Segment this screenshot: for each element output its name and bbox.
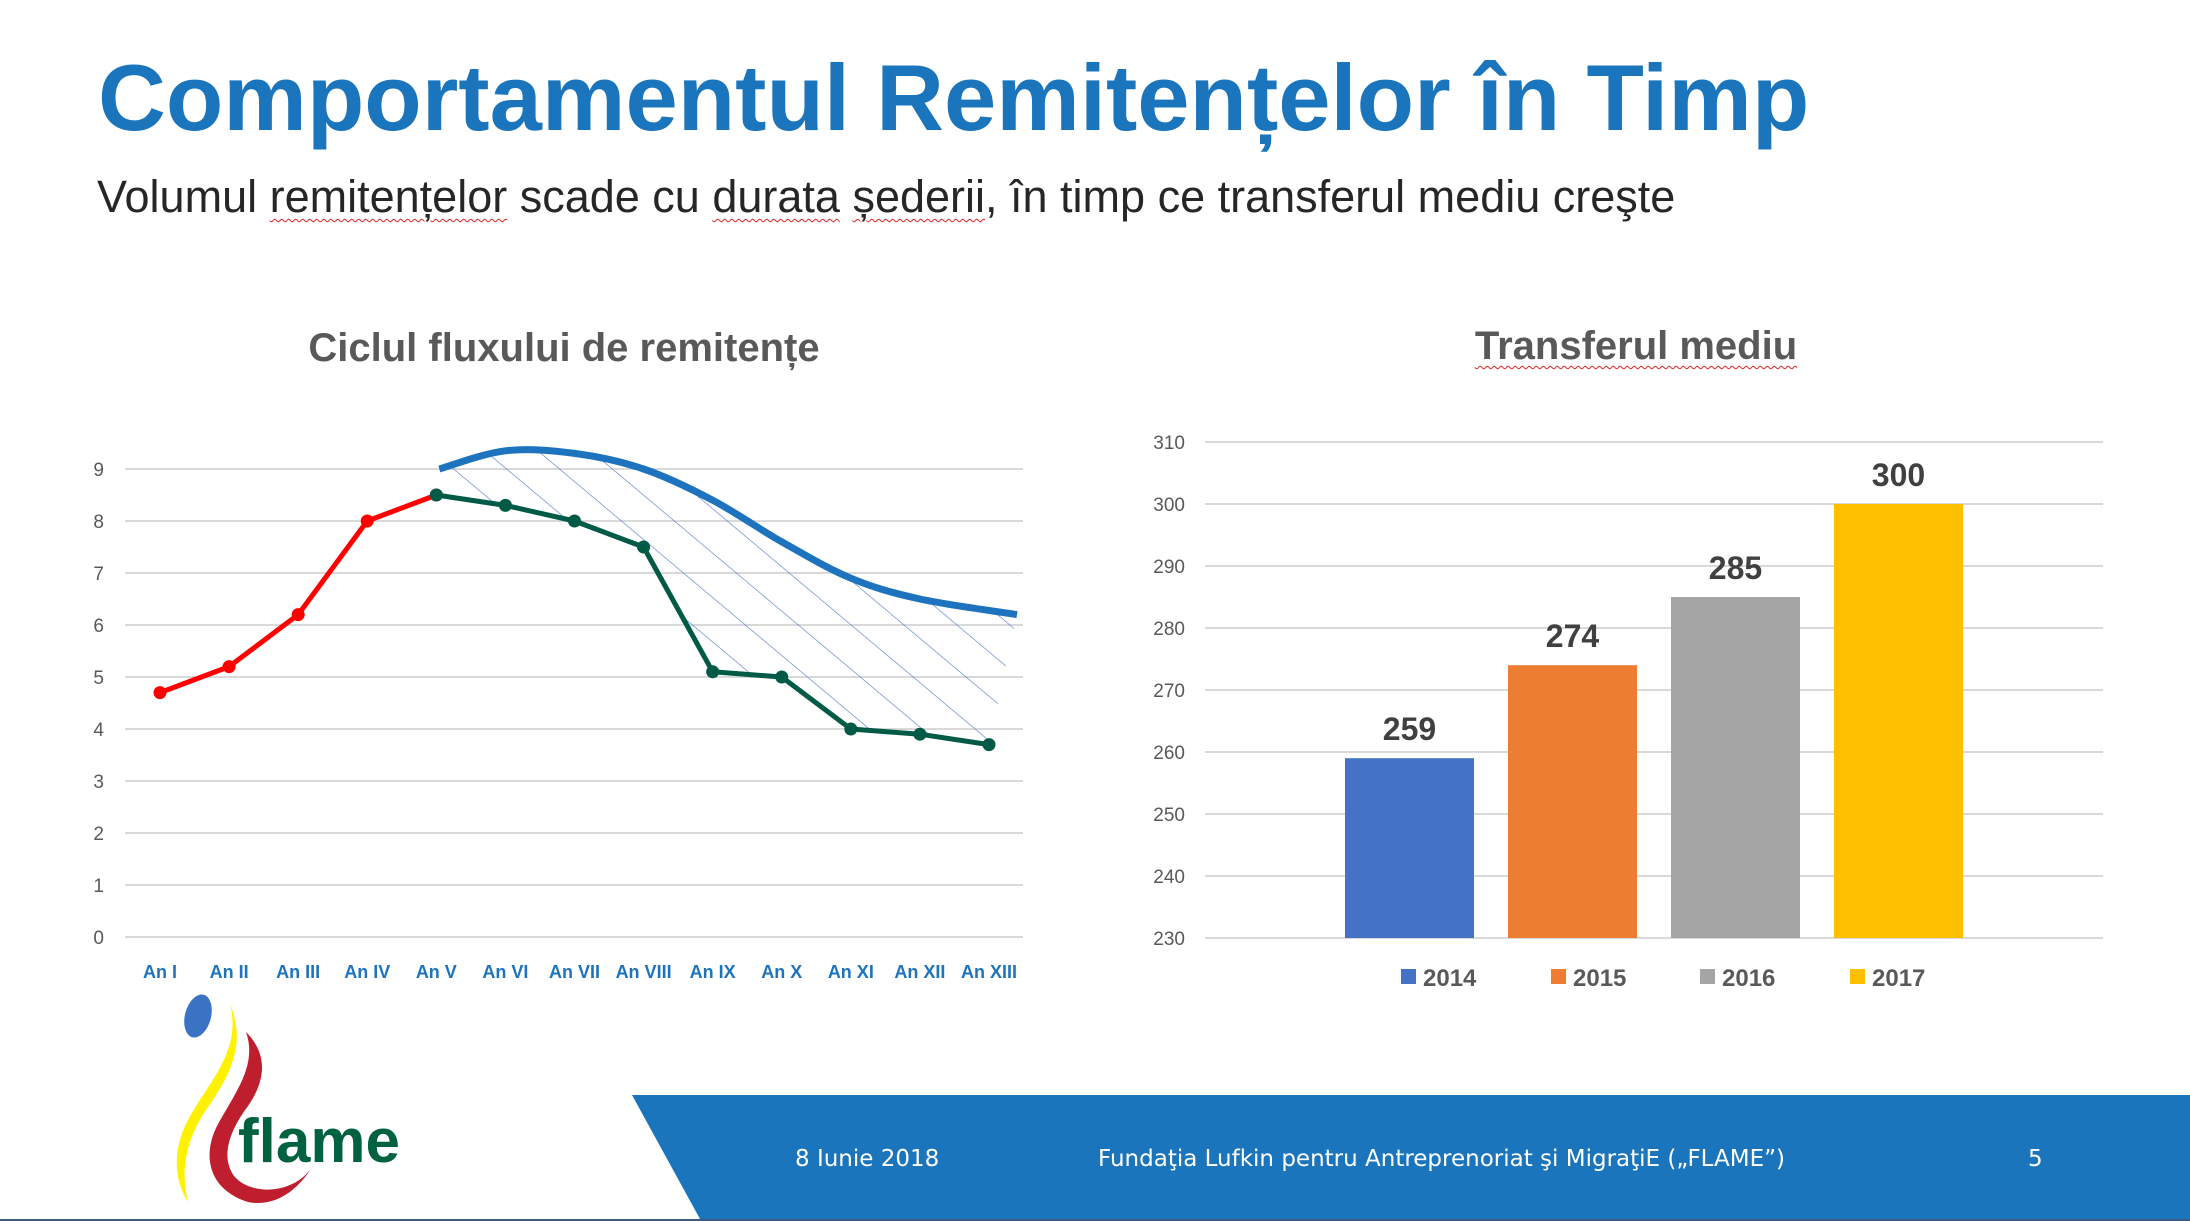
y-tick-label: 2 xyxy=(93,824,104,845)
footer-band-shape xyxy=(632,1095,2190,1219)
x-tick-label: An X xyxy=(761,962,802,982)
legend-swatch xyxy=(1401,969,1416,984)
bar-y-tick-label: 300 xyxy=(1153,495,1185,516)
hatched-area xyxy=(436,449,1017,745)
y-tick-label: 3 xyxy=(93,772,104,793)
bar-chart-title-text: Transferul mediu xyxy=(1474,324,1798,368)
bar-data-label: 274 xyxy=(1546,618,1600,654)
growth-point xyxy=(360,514,374,528)
legend-label: 2017 xyxy=(1872,965,1925,992)
legend-label: 2014 xyxy=(1423,965,1477,992)
y-tick-label: 8 xyxy=(93,512,104,533)
y-tick-label: 0 xyxy=(93,928,104,949)
y-tick-label: 4 xyxy=(93,720,104,741)
bar-data-label: 259 xyxy=(1383,711,1436,747)
bar-y-tick-label: 230 xyxy=(1153,929,1185,950)
x-tick-label: An II xyxy=(210,962,249,982)
decline-point xyxy=(706,665,720,679)
y-tick-label: 9 xyxy=(93,460,104,481)
subtitle-part: durata xyxy=(712,171,840,222)
x-tick-label: An VIII xyxy=(616,962,672,982)
slide-title: Comportamentul Remitențelor în Timp xyxy=(98,45,1810,150)
decline-point xyxy=(913,727,927,741)
x-tick-label: An IX xyxy=(690,962,736,982)
bar-2016 xyxy=(1671,597,1800,938)
line-chart-title: Ciclul fluxului de remitențe xyxy=(308,326,820,370)
bar-y-tick-label: 250 xyxy=(1153,805,1185,826)
bar-y-tick-label: 260 xyxy=(1153,743,1185,764)
footer-date: 8 Iunie 2018 xyxy=(795,1146,940,1172)
x-tick-label: An V xyxy=(416,962,457,982)
y-tick-label: 5 xyxy=(93,668,104,689)
footer-band xyxy=(0,1095,2190,1221)
legend-swatch xyxy=(1850,969,1865,984)
x-tick-label: An VII xyxy=(549,962,600,982)
logo-text: flame xyxy=(238,1107,400,1176)
x-tick-label: An III xyxy=(276,962,320,982)
decline-point xyxy=(498,498,512,512)
bar-y-tick-label: 240 xyxy=(1153,867,1185,888)
x-tick-label: An XIII xyxy=(961,962,1017,982)
subtitle-part: , în timp ce transferul mediu creşte xyxy=(985,171,1676,222)
x-tick-label: An IV xyxy=(344,962,390,982)
x-tick-label: An XI xyxy=(828,962,874,982)
subtitle-part: remitențelor xyxy=(269,171,508,222)
growth-point xyxy=(153,686,167,700)
growth-line xyxy=(159,492,438,695)
logo-yellow-swoosh-icon xyxy=(176,1004,237,1202)
bar-y-tick-label: 290 xyxy=(1153,557,1185,578)
bar-y-tick-label: 280 xyxy=(1153,619,1185,640)
y-tick-label: 1 xyxy=(93,876,104,897)
bar-data-label: 300 xyxy=(1872,457,1925,493)
y-tick-label: 6 xyxy=(93,616,104,637)
decline-point xyxy=(568,514,581,528)
bar-2017 xyxy=(1834,504,1963,938)
decline-point xyxy=(429,488,443,502)
page-number: 5 xyxy=(2028,1146,2043,1172)
decline-point xyxy=(844,722,858,736)
legend-swatch xyxy=(1700,969,1715,984)
legend-label: 2015 xyxy=(1573,965,1626,992)
footer-bottom-line xyxy=(0,1219,2190,1221)
bar-chart-title: Transferul mediu xyxy=(1436,324,1836,369)
x-tick-label: An VI xyxy=(482,962,528,982)
legend-label: 2016 xyxy=(1722,965,1775,992)
decline-point xyxy=(982,738,996,752)
growth-point xyxy=(291,608,305,622)
y-tick-label: 7 xyxy=(93,564,104,585)
bar-2014 xyxy=(1345,758,1474,938)
flame-logo: flame xyxy=(176,994,400,1204)
bar-data-label: 285 xyxy=(1709,550,1762,586)
subtitle-part: șederii xyxy=(852,171,986,222)
subtitle-part: scade cu xyxy=(507,171,713,222)
bar-y-tick-label: 310 xyxy=(1153,433,1185,454)
subtitle-part: Volumul xyxy=(97,171,270,222)
bar-y-tick-label: 270 xyxy=(1153,681,1185,702)
logo-dot-icon xyxy=(184,994,212,1038)
footer-organization: Fundaţia Lufkin pentru Antreprenoriat şi… xyxy=(1098,1146,1786,1172)
x-tick-label: An XII xyxy=(894,962,945,982)
x-tick-label: An I xyxy=(143,962,177,982)
bar-2015 xyxy=(1508,665,1637,938)
envelope-curve xyxy=(438,446,1018,619)
logo-red-swoosh-icon xyxy=(209,1032,310,1204)
decline-point xyxy=(775,670,789,684)
decline-point xyxy=(637,540,651,554)
slide-subtitle: Volumul remitențelor scade cu durata șed… xyxy=(97,172,1675,222)
growth-point xyxy=(222,660,236,674)
legend-swatch xyxy=(1551,969,1566,984)
